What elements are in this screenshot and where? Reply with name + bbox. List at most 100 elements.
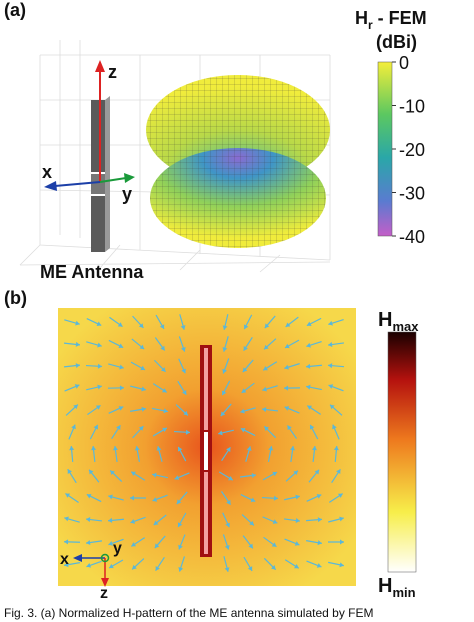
arrow-head [314,469,320,475]
arrow-head [284,385,289,391]
colorbar-ticks: 0 -10 -20 -30 -40 [392,53,425,247]
colorbar-tick-label: 0 [399,53,409,73]
axis-label: z [108,62,117,82]
arrow-head [96,321,102,326]
panel-b: (b) x y z Hmax Hmin [4,288,419,602]
arrow-head [110,470,115,476]
arrow-head [138,426,144,431]
field-arrows [63,314,345,572]
arrow-head [222,368,227,374]
arrow-head [307,405,313,410]
arrow-head [141,386,146,392]
colorbar [377,61,393,237]
arrow-head [222,347,228,352]
arrow-head [285,322,291,327]
arrow-head [290,446,296,451]
arrow-head [69,446,75,451]
arrow-head [273,495,278,501]
arrow-head [132,564,137,570]
arrow-head [108,540,114,546]
arrow-head [86,517,91,523]
arrow-head [306,363,311,369]
arrow-head [284,343,290,349]
axis-label: x [60,551,69,568]
arrow-head [64,562,69,568]
arrow-head [65,493,71,498]
antenna-cross-section [200,345,212,557]
axis-label: x [42,162,52,182]
arrow-head [332,424,337,430]
arrow-head [130,519,136,524]
arrow-head [75,320,80,326]
arrow-head [218,430,223,436]
arrow-head [268,446,274,451]
arrow-head [328,363,333,369]
arrow-head [155,565,160,571]
colorbar [387,331,417,573]
arrow-head [241,388,247,393]
figure-caption: Fig. 3. (a) Normalized H-pattern of the … [4,606,374,620]
arrow-head [97,342,102,348]
arrow-head [264,344,269,350]
lobe-mesh [150,148,326,248]
arrow-head [293,470,298,476]
colorbar-min: Hmin [378,575,416,600]
arrow-head [228,475,233,481]
axis-label: y [122,184,132,204]
arrow-head [220,411,226,417]
axis-label: y [113,540,122,557]
arrow-head [182,390,187,395]
arrow-head [161,388,167,393]
colorbar-unit: (dBi) [376,32,417,52]
arrow-head [95,405,101,410]
arrow-head [306,384,311,390]
arrow-head [224,567,230,572]
arrow-head [183,410,188,416]
arrow-head [109,563,114,569]
arrow-head [264,323,270,329]
arrow-head [240,427,246,433]
arrow-head [294,541,300,546]
arrow-head [159,324,165,329]
arrow-head [240,408,245,414]
arrow-head [74,384,80,389]
arrow-head [272,519,278,524]
antenna-caption: ME Antenna [40,262,144,282]
arrow-head [226,499,231,505]
arrow-head [131,471,136,477]
arrow-head [264,426,269,431]
arrow-head [295,518,300,524]
arrow-head [154,543,160,549]
arrow-head [251,473,256,478]
arrow-head [336,469,341,475]
arrow-head [177,522,183,528]
axis-label: z [100,585,108,602]
arrow-head [119,385,124,391]
arrow-head [97,384,102,390]
colorbar-tick-label: -40 [399,227,425,247]
arrow-head [329,404,335,410]
arrow-head [263,365,268,371]
arrow-head [339,562,344,568]
arrow-head [178,544,183,550]
arrow-head [160,345,165,351]
arrow-head [140,365,145,371]
arrow-head [294,564,299,569]
arrow-head [108,494,113,500]
colorbar-title: Hr - FEM [355,8,427,32]
arrow-head [243,346,248,351]
arrow-head [118,406,124,411]
arrow-head [119,364,124,370]
arrow-head [180,325,186,330]
arrow-head [271,542,277,547]
arrow-head [226,447,231,453]
axis-triad [73,553,110,587]
arrow-head [328,320,333,326]
arrow-head [262,407,267,413]
arrow-head [311,446,317,451]
arrow-head [178,567,184,572]
arrow-head [139,344,145,350]
arrow-head [108,517,113,523]
arrow-head [163,408,168,414]
